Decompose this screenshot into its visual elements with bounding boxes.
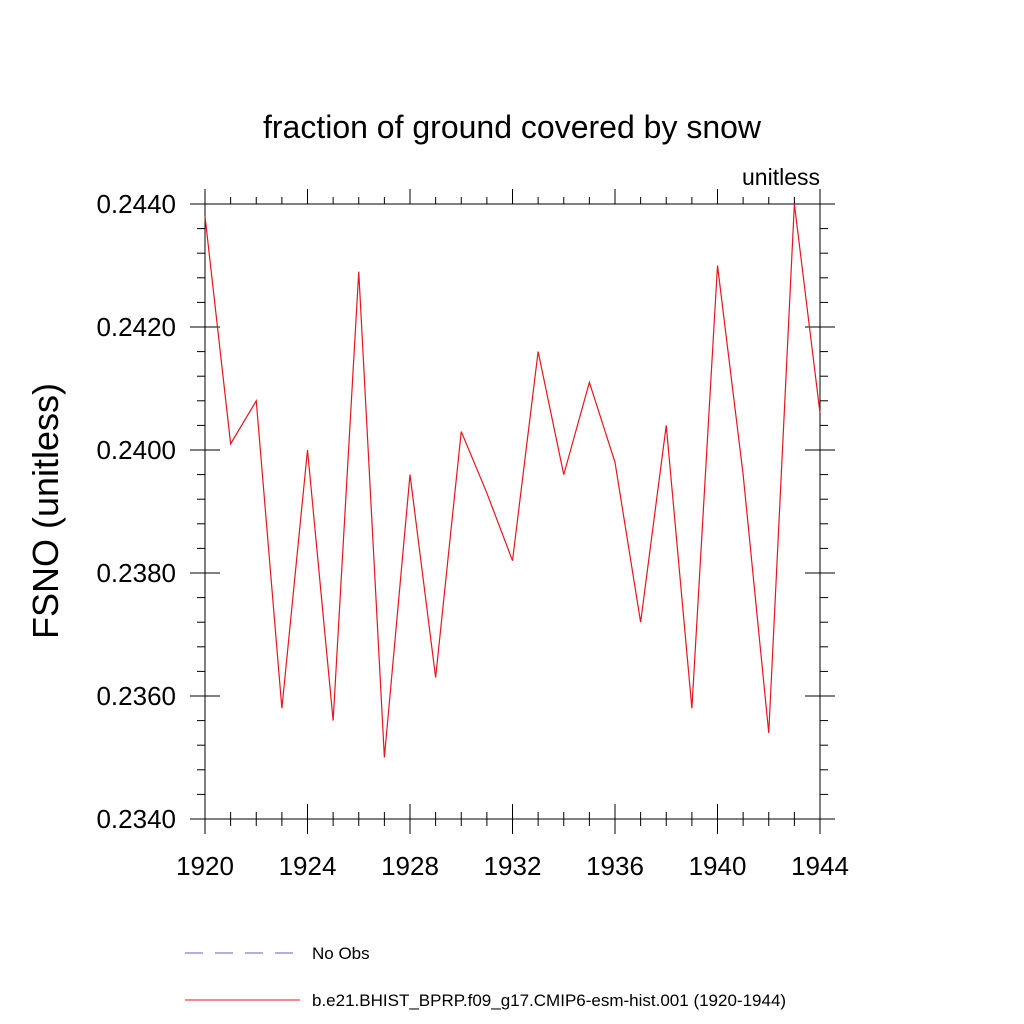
data-point-1921	[230, 443, 231, 444]
data-point-1937	[640, 622, 641, 623]
legend-label-no-obs: No Obs	[312, 944, 370, 963]
chart-title: fraction of ground covered by snow	[263, 109, 762, 145]
data-point-1926	[358, 271, 359, 272]
data-point-1943	[794, 203, 795, 204]
series-group	[204, 203, 821, 758]
series-line-model-run	[204, 203, 821, 758]
x-tick-label-1928: 1928	[381, 851, 439, 881]
y-tick-labels: 0.2340 0.2360 0.2380 0.2400 0.2420 0.2440	[96, 189, 176, 834]
data-point-1920	[204, 216, 205, 217]
data-point-1938	[666, 425, 667, 426]
x-tick-labels: 1920 1924 1928 1932 1936 1940 1944	[176, 851, 849, 881]
data-point-1933	[538, 351, 539, 352]
data-point-1934	[563, 474, 564, 475]
data-point-1935	[589, 382, 590, 383]
y-tick-label-0.2420: 0.2420	[96, 312, 176, 342]
x-tick-label-1936: 1936	[586, 851, 644, 881]
x-tick-label-1944: 1944	[791, 851, 849, 881]
data-point-1939	[691, 708, 692, 709]
data-point-1931	[486, 492, 487, 493]
x-tick-label-1920: 1920	[176, 851, 234, 881]
data-point-1929	[435, 677, 436, 678]
data-point-1941	[743, 474, 744, 475]
data-point-1924	[307, 449, 308, 450]
y-tick-label-0.2380: 0.2380	[96, 558, 176, 588]
y-tick-label-0.2360: 0.2360	[96, 681, 176, 711]
legend-label-model-run: b.e21.BHIST_BPRP.f09_g17.CMIP6-esm-hist.…	[312, 991, 786, 1010]
data-point-1925	[333, 720, 334, 721]
data-point-1936	[614, 462, 615, 463]
legend: No Obs b.e21.BHIST_BPRP.f09_g17.CMIP6-es…	[185, 944, 786, 1010]
data-point-1932	[512, 560, 513, 561]
y-axis-label: FSNO (unitless)	[25, 383, 66, 639]
units-label: unitless	[742, 164, 820, 190]
y-tick-label-0.2400: 0.2400	[96, 435, 176, 465]
data-point-1930	[461, 431, 462, 432]
data-point-1940	[717, 265, 718, 266]
y-tick-label-0.2340: 0.2340	[96, 804, 176, 834]
data-point-1922	[256, 400, 257, 401]
data-point-1944	[819, 413, 820, 414]
data-point-1923	[281, 708, 282, 709]
data-point-1927	[384, 757, 385, 758]
y-tick-label-0.2440: 0.2440	[96, 189, 176, 219]
x-tick-label-1932: 1932	[484, 851, 542, 881]
data-point-1928	[409, 474, 410, 475]
axis-ticks	[190, 189, 835, 834]
x-tick-label-1924: 1924	[279, 851, 337, 881]
data-point-1942	[768, 732, 769, 733]
x-tick-label-1940: 1940	[689, 851, 747, 881]
plot-frame	[204, 203, 821, 820]
